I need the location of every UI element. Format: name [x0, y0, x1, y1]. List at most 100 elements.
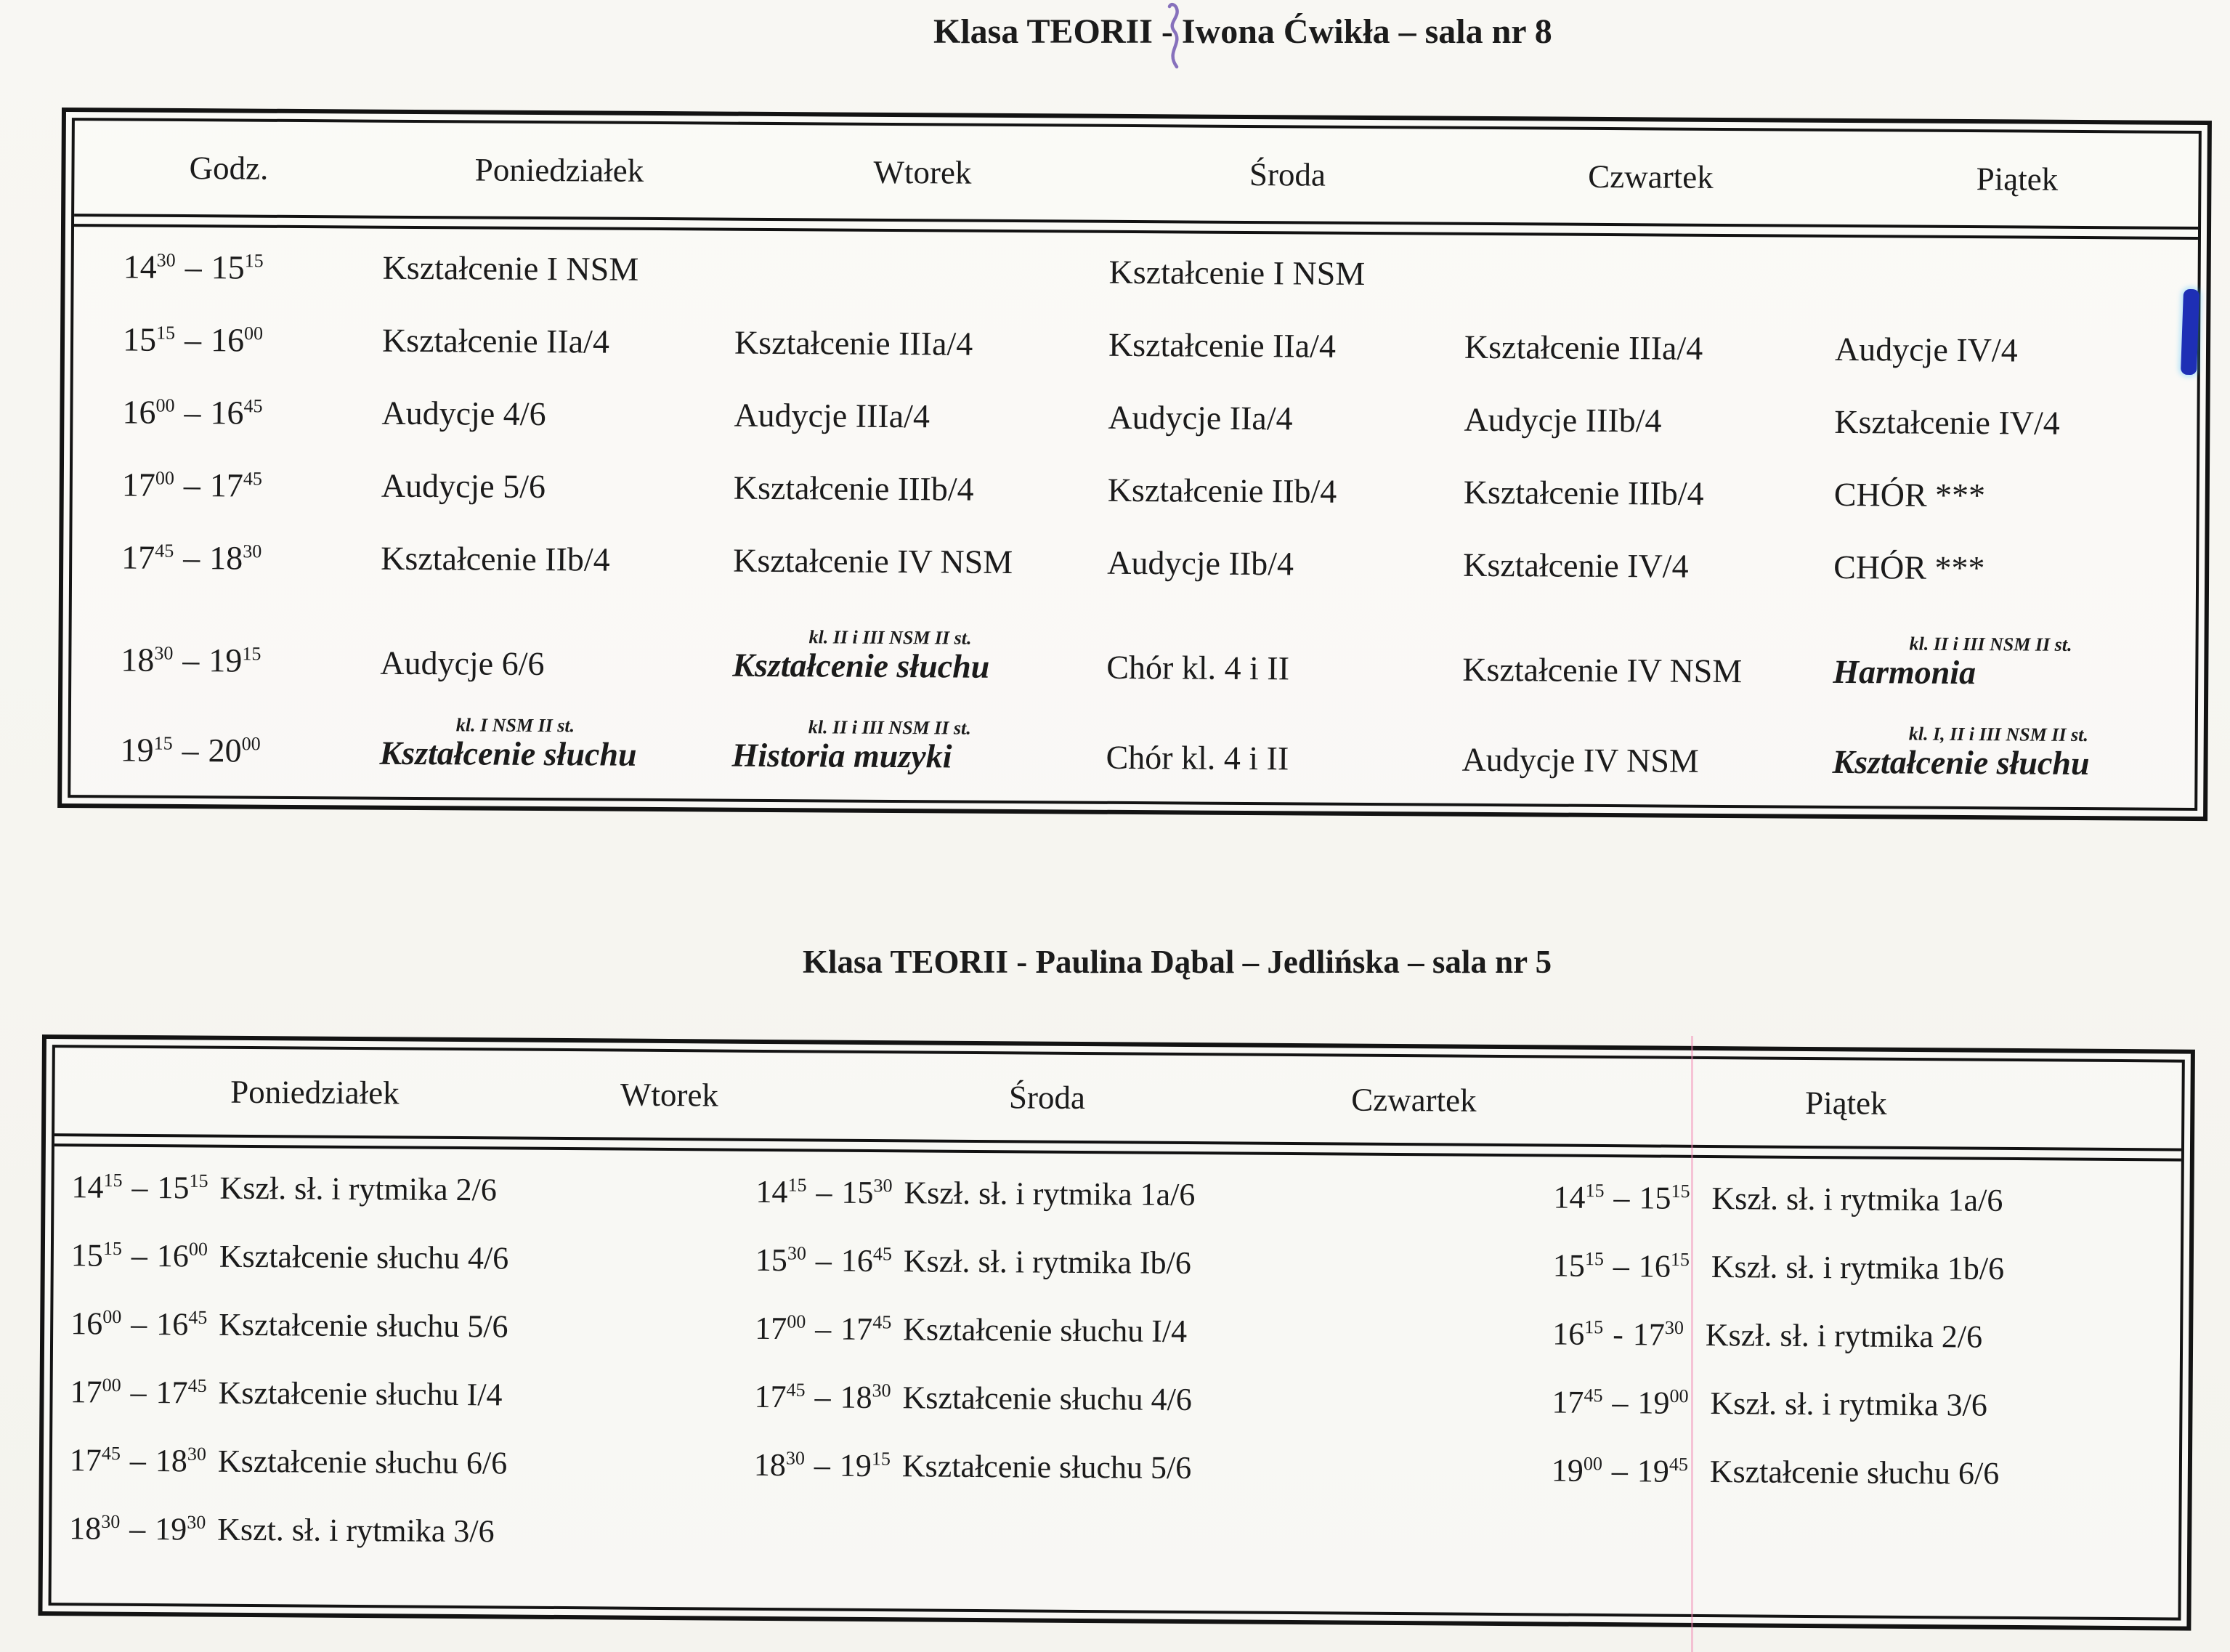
schedule-entry: 1515–1600 Kształcenie słuchu 4/6	[71, 1220, 509, 1292]
dash: –	[129, 1510, 146, 1547]
minutes-sup: 30	[873, 1174, 893, 1197]
minutes-sup: 45	[786, 1379, 806, 1401]
lesson-cell: Kształcenie IIa/4	[382, 304, 735, 379]
hour: 18	[753, 1446, 787, 1483]
hour: 17	[121, 538, 155, 576]
lesson-cell: Kształcenie IIb/4	[1108, 454, 1464, 529]
minutes-sup: 45	[187, 1374, 207, 1396]
minutes-sup: 30	[872, 1379, 891, 1401]
wednesday-column: 1415–1530 Kszł. sł. i rytmika 1a/6 1530–1…	[754, 1157, 1196, 1502]
table-row: 1830–1915 Audycje 6/6 kl. II i III NSM I…	[71, 593, 2196, 696]
lesson: Kształcenie IIIb/4	[1463, 473, 1704, 512]
header-godz: Godz.	[189, 150, 269, 187]
hour: 15	[1639, 1179, 1671, 1216]
hour: 17	[755, 1310, 787, 1346]
lesson: Audycje IV/4	[1834, 330, 2018, 369]
lesson: Audycje IIIb/4	[1464, 400, 1662, 440]
minutes-sup: 00	[102, 1374, 121, 1396]
minutes-sup: 15	[871, 1447, 891, 1470]
lesson: Chór kl. 4 i II	[1106, 738, 1289, 777]
dash: –	[131, 1237, 148, 1274]
hour: 15	[755, 1242, 788, 1278]
hour: 17	[1632, 1316, 1666, 1353]
lesson: Kszł. sł. i rytmika 2/6	[1705, 1316, 1983, 1355]
hour: 17	[840, 1311, 873, 1347]
hour: 18	[155, 1442, 188, 1478]
hour: 19	[839, 1447, 872, 1483]
hour: 15	[211, 248, 245, 286]
minutes-sup: 45	[1584, 1384, 1603, 1406]
lesson: Audycje 5/6	[381, 466, 546, 505]
lesson: Kształcenie IV/4	[1834, 402, 2060, 442]
minutes-sup: 15	[102, 1237, 123, 1259]
lesson	[1836, 277, 2198, 279]
table1-inner-frame: Godz. Poniedziałek Wtorek Środa Czwartek…	[68, 118, 2202, 811]
lesson: Kszł. sł. i rytmika Ib/6	[903, 1242, 1191, 1281]
header-poniedzialek: Poniedziałek	[230, 1073, 400, 1112]
minutes-sup: 30	[1664, 1316, 1684, 1338]
time-range: 1745–1900	[1552, 1383, 1688, 1421]
hour: 14	[1553, 1179, 1586, 1215]
lesson-cell: Kształcenie IIIa/4	[734, 307, 1109, 381]
hour: 17	[1552, 1384, 1584, 1420]
lesson-cell: Chór kl. 4 i II	[1106, 599, 1463, 692]
minutes-sup: 15	[1584, 1316, 1604, 1337]
time-range: 1515–1600	[71, 1236, 208, 1274]
header-wtorek: Wtorek	[873, 153, 972, 191]
schedule-entry: 1615-1730 Kszł. sł. i rytmika 2/6	[1552, 1300, 2004, 1371]
time-range: 1700–1745	[70, 1373, 206, 1411]
hour: 17	[121, 466, 155, 503]
lesson-cell: kl. II i III NSM II st. Kształcenie słuch…	[732, 597, 1107, 689]
header-piatek: Piątek	[1804, 1084, 1887, 1122]
lesson: Kształcenie I NSM	[1108, 253, 1366, 292]
lesson-cell: Kształcenie IV NSM	[733, 525, 1108, 599]
lesson: Kształcenie IV NSM	[1462, 650, 1743, 689]
dash: –	[814, 1446, 831, 1483]
minutes-sup: 00	[244, 322, 264, 344]
lesson: Kształcenie IV NSM	[733, 541, 1013, 580]
lesson-cell	[734, 234, 1109, 309]
lesson-cell: Kształcenie IIb/4	[381, 522, 734, 597]
lesson: Kszł. sł. i rytmika 2/6	[219, 1170, 498, 1207]
dash: –	[182, 641, 200, 679]
lesson-cell: Audycje IV/4	[1835, 313, 2198, 388]
lesson: Kształcenie słuchu	[379, 734, 637, 773]
table-row: 1430–1515 Kształcenie I NSM Kształcenie …	[73, 230, 2198, 315]
lesson	[1465, 275, 1836, 277]
time-range: 1745–1830	[70, 1441, 206, 1479]
lesson: Kszt. sł. i rytmika 3/6	[217, 1511, 495, 1549]
minutes-sup: 45	[243, 394, 263, 416]
table2-header-row: Poniedziałek Wtorek Środa Czwartek Piąte…	[54, 1048, 2182, 1148]
minutes-sup: 15	[103, 1169, 123, 1191]
lesson-cell: Kształcenie IIIb/4	[734, 452, 1108, 527]
time-range: 1745–1830	[754, 1377, 891, 1415]
lesson-cell: Kształcenie IV NSM	[1462, 602, 1833, 694]
dash: –	[815, 1310, 832, 1347]
table-row: 1915–2000 kl. I NSM II st. Kształcenie sł…	[70, 683, 2195, 786]
lesson: Kształcenie IIIa/4	[734, 323, 973, 363]
header-sroda: Środa	[1008, 1079, 1086, 1117]
dash: –	[183, 538, 200, 576]
minutes-sup: 00	[155, 466, 174, 489]
lesson: Kształcenie słuchu 6/6	[217, 1443, 508, 1481]
hour: 17	[155, 1374, 188, 1410]
lesson: Historia muzyki	[731, 736, 952, 775]
hour: 17	[70, 1373, 102, 1410]
schedule-entry: 1830–1930 Kszt. sł. i rytmika 3/6	[69, 1494, 507, 1565]
blue-pen-mark-artifact	[2180, 288, 2200, 376]
lesson-cell: Audycje IV NSM	[1461, 692, 1833, 784]
time-range: 1900–1945	[1552, 1451, 1688, 1489]
time-range: 1515–1615	[1553, 1247, 1690, 1284]
lesson-cell	[1464, 238, 1836, 313]
lesson-cell	[1835, 240, 2198, 315]
time-range: 1415–1515	[1553, 1178, 1690, 1216]
minutes-sup: 45	[872, 1311, 892, 1333]
hour: 18	[121, 641, 155, 679]
minutes-sup: 45	[872, 1242, 893, 1265]
schedule-entry: 1415–1515 Kszł. sł. i rytmika 2/6	[71, 1152, 509, 1223]
minutes-sup: 30	[785, 1447, 806, 1469]
minutes-sup: 00	[102, 1305, 122, 1327]
lesson-cell: Chór kl. 4 i II	[1106, 689, 1462, 782]
time-cell: 1515–1600	[73, 302, 383, 377]
schedule-entry: 1745–1900 Kszł. sł. i rytmika 3/6	[1552, 1368, 2003, 1439]
